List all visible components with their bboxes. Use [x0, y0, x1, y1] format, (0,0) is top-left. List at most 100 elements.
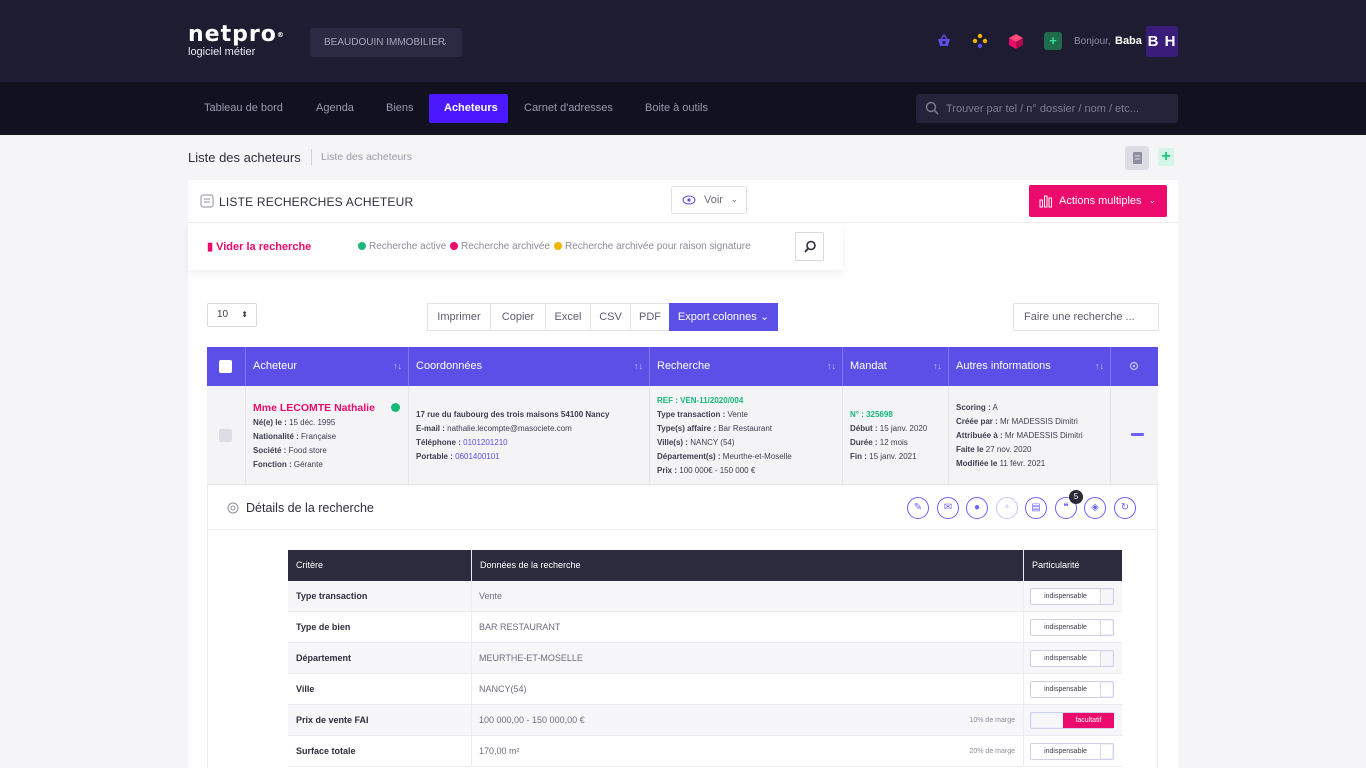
list-icon [200, 194, 214, 208]
criteria-label: Département [296, 643, 351, 674]
page-size-select[interactable]: 10 ⬍ [207, 303, 257, 327]
modified-on-value: 11 févr. 2021 [997, 459, 1045, 468]
breadcrumb[interactable]: Liste des acheteurs [321, 151, 412, 163]
details-icon [227, 502, 239, 514]
status-dot-green [391, 403, 400, 412]
clear-search-button[interactable]: ▮ Vider la recherche [207, 240, 311, 253]
end-value: 15 janv. 2021 [867, 452, 917, 461]
legend-archived-signature-label: Recherche archivée pour raison signature [565, 241, 751, 252]
table-row[interactable]: Mme LECOMTE Nathalie Né(e) le : 15 déc. … [207, 386, 1158, 485]
nav-item-biens[interactable]: Biens [371, 94, 429, 123]
mobile-link[interactable]: 0601400101 [453, 452, 500, 461]
particularity-toggle[interactable]: indispensable [1030, 681, 1114, 698]
user-button[interactable]: ● [966, 497, 988, 519]
price-key: Prix : [657, 466, 677, 475]
export-columns-button[interactable]: Export colonnes ⌄ [669, 303, 778, 331]
add-circle-button[interactable]: + [996, 497, 1018, 519]
add-document-icon[interactable]: + [1044, 32, 1062, 50]
birth-key: Né(e) le : [253, 418, 287, 427]
email-value[interactable]: nathalie.lecompte@masociete.com [445, 424, 572, 433]
brand-logo[interactable]: netpro® logiciel métier [188, 25, 285, 58]
agency-label: BEAUDOUIN IMMOBILIER [324, 37, 445, 48]
nav-item-tableau-de-bord[interactable]: Tableau de bord [189, 94, 298, 123]
copy-button[interactable]: Copier [490, 303, 546, 331]
particularity-toggle[interactable]: indispensable [1030, 650, 1114, 667]
actions-multiples-button[interactable]: Actions multiples ⌄ [1029, 185, 1167, 217]
dots-icon[interactable] [971, 32, 989, 50]
note-button[interactable]: ▤ [1025, 497, 1047, 519]
status-dot-green [358, 242, 366, 250]
particularity-toggle[interactable]: indispensable [1030, 743, 1114, 760]
print-button[interactable]: Imprimer [427, 303, 491, 331]
toggle-label: indispensable [1031, 589, 1101, 604]
header-autres-label: Autres informations [956, 360, 1051, 372]
assigned-to-key: Attribuée à : [956, 431, 1003, 440]
chevron-down-icon: ⌄ [440, 28, 448, 57]
cube-icon[interactable] [1007, 32, 1025, 50]
nav-item-carnet-adresses[interactable]: Carnet d'adresses [509, 94, 628, 123]
made-on-value: 27 nov. 2020 [984, 445, 1032, 454]
toggle-label: indispensable [1031, 620, 1101, 635]
mail-icon: ✉ [944, 502, 952, 513]
box-icon: ◈ [1091, 502, 1099, 513]
global-search-input[interactable] [946, 94, 1172, 123]
nav-item-agenda[interactable]: Agenda [301, 94, 369, 123]
status-dot-pink [450, 242, 458, 250]
criteria-label: Ville [296, 674, 314, 705]
pdf-button[interactable]: PDF [630, 303, 670, 331]
criteria-value: BAR RESTAURANT [479, 612, 560, 643]
criteria-header-donnees: Données de la recherche [471, 550, 581, 581]
header-autres[interactable]: Autres informations ↑↓ [949, 347, 1111, 386]
avatar[interactable]: B H [1146, 26, 1178, 57]
edit-button[interactable]: ✎ [907, 497, 929, 519]
select-all-cell [207, 347, 246, 386]
mobile-key: Portable : [416, 452, 453, 461]
add-button[interactable]: + [1158, 148, 1174, 166]
particularity-toggle[interactable]: facultatif [1030, 712, 1114, 729]
user-name[interactable]: Baba [1115, 35, 1142, 47]
phone-link[interactable]: 0101201210 [461, 438, 508, 447]
brand-name: netpro [188, 22, 277, 47]
company-key: Société : [253, 446, 286, 455]
sort-icon: ↑↓ [393, 347, 402, 386]
header-coordonnees[interactable]: Coordonnées ↑↓ [409, 347, 650, 386]
voir-dropdown[interactable]: Voir ⌄ [671, 186, 747, 214]
buyer-name[interactable]: Mme LECOMTE Nathalie [253, 402, 375, 414]
collapse-icon[interactable] [1131, 433, 1144, 436]
refresh-icon: ↻ [1121, 502, 1129, 513]
global-search[interactable] [916, 94, 1178, 123]
header-mandat[interactable]: Mandat ↑↓ [843, 347, 949, 386]
search-details: Détails de la recherche ✎ ✉ ● + ▤ ❝ 5 ◈ … [207, 485, 1158, 768]
nav-item-acheteurs[interactable]: Acheteurs [429, 94, 508, 123]
birth-value: 15 déc. 1995 [287, 418, 335, 427]
criteria-value: 170,00 m² [479, 736, 520, 767]
buyer-address: 17 rue du faubourg des trois maisons 541… [416, 410, 609, 419]
filter-search-button[interactable] [795, 232, 824, 261]
criteria-value: MEURTHE-ET-MOSELLE [479, 643, 583, 674]
excel-button[interactable]: Excel [545, 303, 591, 331]
particularity-toggle[interactable]: indispensable [1030, 619, 1114, 636]
box-button[interactable]: ◈ [1084, 497, 1106, 519]
criteria-label: Surface totale [296, 736, 356, 767]
agency-selector[interactable]: BEAUDOUIN IMMOBILIER ⌄ [310, 28, 462, 57]
header-acheteur[interactable]: Acheteur ↑↓ [246, 347, 409, 386]
csv-button[interactable]: CSV [590, 303, 631, 331]
header-recherche[interactable]: Recherche ↑↓ [650, 347, 843, 386]
basket-icon[interactable] [935, 32, 953, 50]
mandate-number[interactable]: N° : 325698 [850, 410, 893, 419]
row-checkbox[interactable] [219, 429, 232, 442]
select-all-checkbox[interactable] [219, 360, 232, 373]
mail-button[interactable]: ✉ [937, 497, 959, 519]
header-settings[interactable] [1111, 347, 1158, 386]
particularity-toggle[interactable]: indispensable [1030, 588, 1114, 605]
main-nav: Tableau de bord Agenda Biens Acheteurs C… [0, 82, 1366, 135]
departments-key: Département(s) : [657, 452, 721, 461]
search-ref[interactable]: REF : VEN-11/2020/004 [657, 396, 743, 405]
criteria-row: Type de bien BAR RESTAURANT indispensabl… [288, 612, 1122, 643]
refresh-button[interactable]: ↻ [1114, 497, 1136, 519]
nav-item-boite-outils[interactable]: Boite à outils [630, 94, 723, 123]
table-search-input[interactable] [1013, 303, 1159, 331]
document-button[interactable] [1125, 146, 1149, 170]
sort-arrows-icon: ⬍ [241, 304, 248, 326]
created-by-value: Mr MADESSIS Dimitri [998, 417, 1078, 426]
